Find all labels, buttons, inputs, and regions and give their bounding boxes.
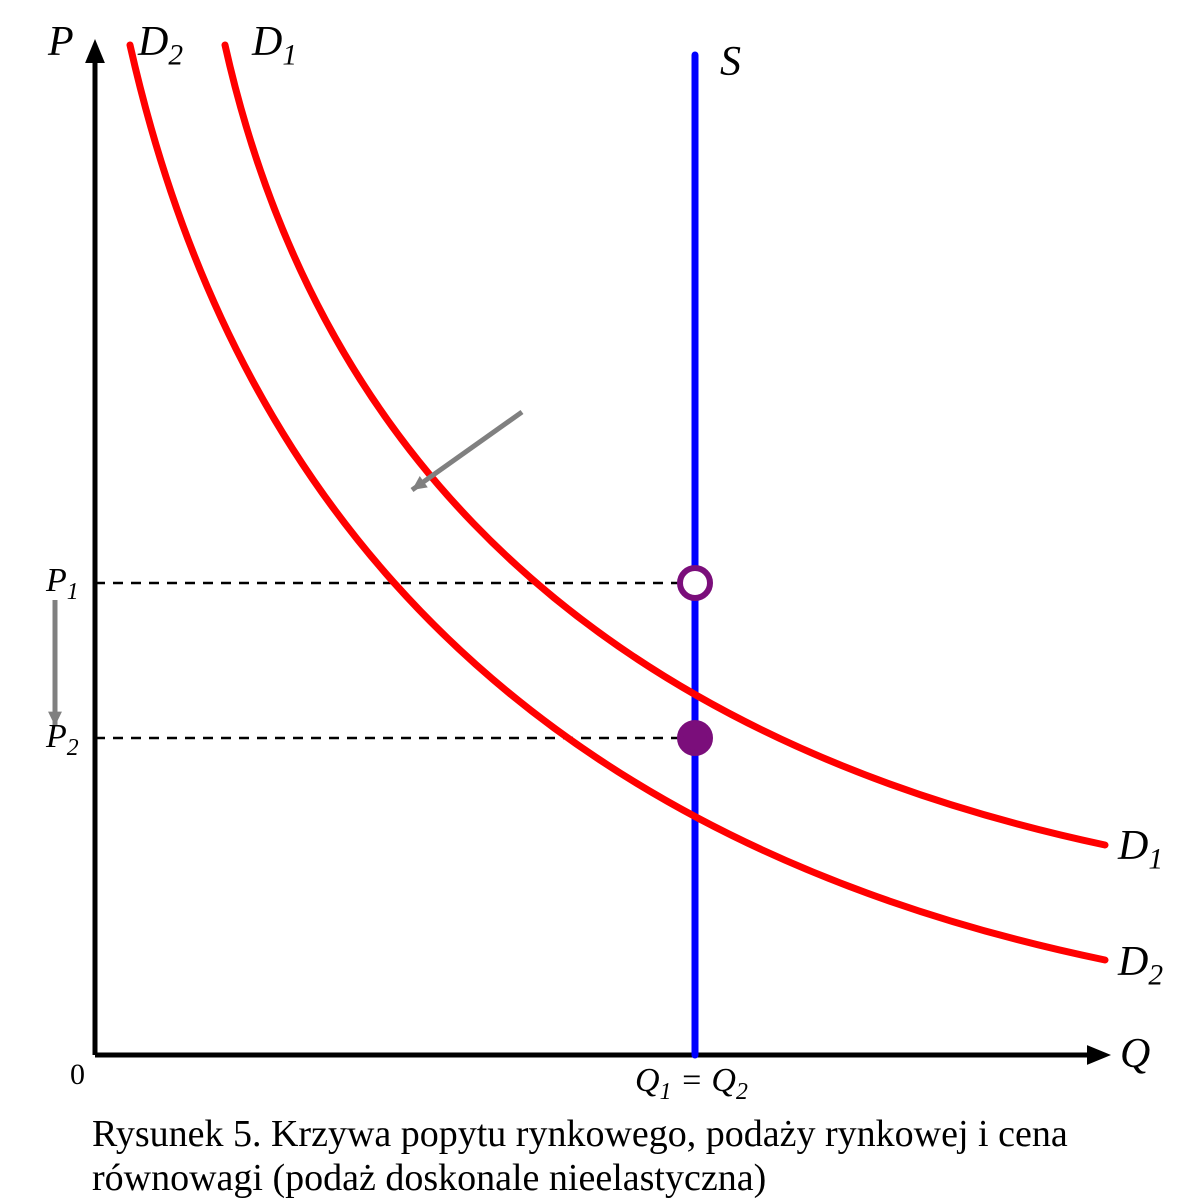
p2-base: P bbox=[46, 718, 67, 755]
q1-base: Q bbox=[635, 1062, 660, 1099]
p1-label: P1 bbox=[46, 562, 79, 606]
chart-stage: P Q 0 S D1 D2 D1 D2 P1 P2 Q1 = Q2 Rysune… bbox=[0, 0, 1200, 1200]
demand1-label-bottom: D1 bbox=[1118, 822, 1163, 876]
y-axis-arrow bbox=[85, 39, 105, 63]
q-eq: = bbox=[680, 1062, 711, 1099]
demand-curve-1 bbox=[225, 45, 1105, 845]
d2b-sub: 2 bbox=[1148, 959, 1163, 991]
demand-curve-2 bbox=[130, 45, 1105, 960]
demand2-label-bottom: D2 bbox=[1118, 938, 1163, 992]
caption-line2: równowagi (podaż doskonale nieelastyczna… bbox=[92, 1156, 766, 1200]
d2t-sub: 2 bbox=[168, 39, 183, 71]
p2-label: P2 bbox=[46, 718, 79, 762]
x-axis-arrow bbox=[1087, 1045, 1111, 1065]
y-axis-label: P bbox=[48, 18, 74, 66]
d1t-base: D bbox=[252, 19, 282, 65]
q2-sub: 2 bbox=[736, 1079, 748, 1105]
q-label: Q1 = Q2 bbox=[635, 1062, 748, 1106]
d2b-base: D bbox=[1118, 939, 1148, 985]
q1-sub: 1 bbox=[660, 1079, 672, 1105]
p2-sub: 2 bbox=[67, 735, 79, 761]
supply-label: S bbox=[720, 38, 741, 86]
origin-label: 0 bbox=[70, 1058, 85, 1092]
chart-svg bbox=[0, 0, 1200, 1200]
demand2-label-top: D2 bbox=[138, 18, 183, 72]
equilibrium-new bbox=[680, 723, 710, 753]
q2-base: Q bbox=[711, 1062, 736, 1099]
caption-line1: Rysunek 5. Krzywa popytu rynkowego, poda… bbox=[92, 1112, 1068, 1156]
x-axis-label: Q bbox=[1120, 1030, 1150, 1078]
p1-base: P bbox=[46, 562, 67, 599]
d1b-base: D bbox=[1118, 823, 1148, 869]
d2t-base: D bbox=[138, 19, 168, 65]
demand1-label-top: D1 bbox=[252, 18, 297, 72]
demand-shift-arrow-line bbox=[412, 412, 522, 490]
equilibrium-old bbox=[680, 568, 710, 598]
d1t-sub: 1 bbox=[282, 39, 297, 71]
d1b-sub: 1 bbox=[1148, 843, 1163, 875]
p1-sub: 1 bbox=[67, 579, 79, 605]
